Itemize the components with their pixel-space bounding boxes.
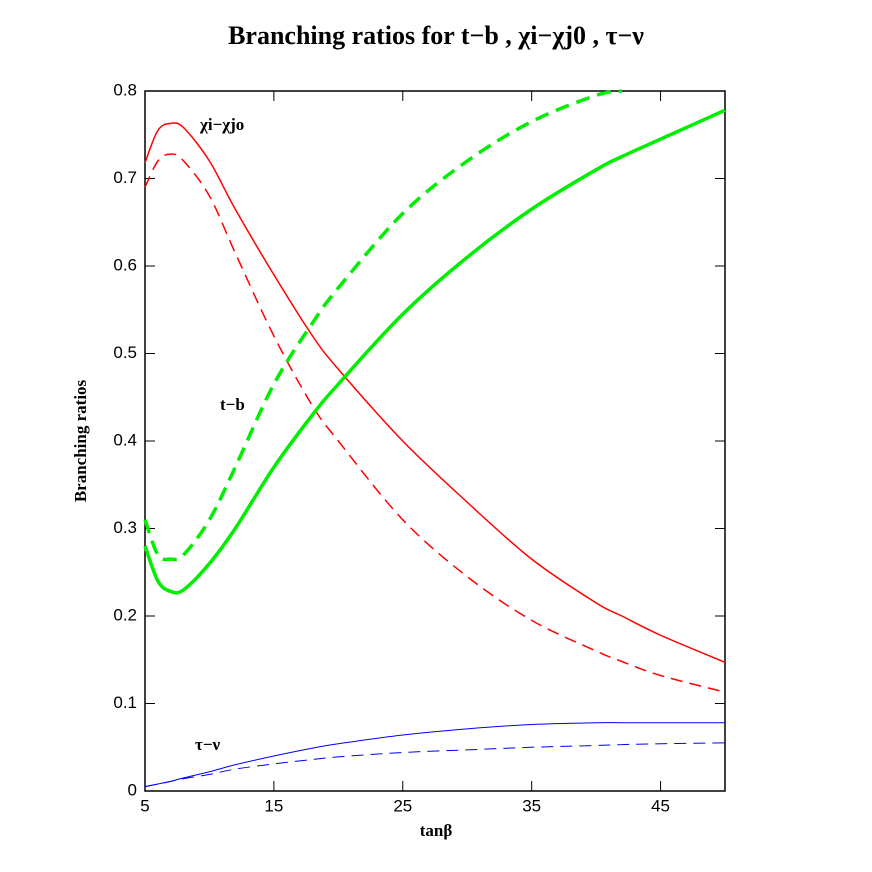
y-tick-label: 0.1 [113, 693, 137, 712]
chart-title: Branching ratios for t−b , χi−χj0 , τ−ν [228, 21, 644, 50]
series-line [144, 153, 726, 693]
series-line [144, 722, 725, 788]
x-tick-label: 45 [651, 796, 670, 815]
x-tick-label: 35 [522, 796, 541, 815]
x-tick-label: 15 [264, 796, 283, 815]
plot-frame [144, 90, 726, 792]
annotation: t−b [220, 395, 245, 414]
y-tick-label: 0.2 [113, 605, 137, 624]
x-tick-label: 25 [393, 796, 412, 815]
y-tick-label: 0.7 [113, 168, 137, 187]
annotation: τ−ν [195, 735, 221, 754]
y-tick-label: 0 [128, 780, 137, 799]
y-tick-label: 0.8 [113, 80, 137, 99]
y-tick-label: 0.6 [113, 255, 137, 274]
x-tick-label: 5 [140, 796, 149, 815]
y-tick-label: 0.5 [113, 343, 137, 362]
series-line [144, 122, 726, 664]
y-axis-label: Branching ratios [71, 379, 90, 502]
y-tick-label: 0.3 [113, 518, 137, 537]
series-line [144, 742, 726, 788]
series-line [143, 108, 726, 595]
series-line [143, 89, 623, 562]
y-tick-label: 0.4 [113, 430, 137, 449]
x-axis-label: tanβ [420, 821, 453, 840]
annotation: χi−χjo [199, 115, 244, 134]
